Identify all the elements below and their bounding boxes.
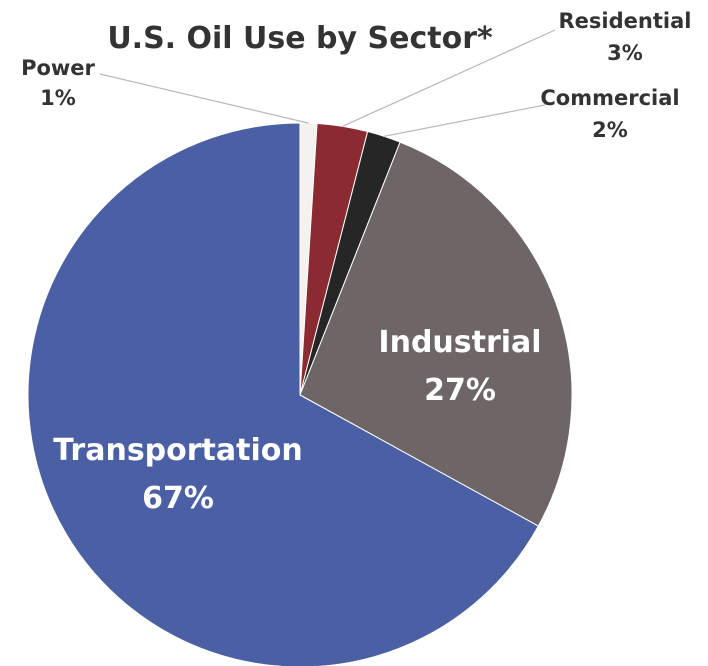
pie-slice-transportation	[27, 122, 540, 666]
chart-title: U.S. Oil Use by Sector*	[107, 21, 493, 56]
leader-lines	[99, 29, 556, 137]
slice-label-commercial: Commercial	[540, 86, 679, 110]
slice-label-industrial: Industrial	[378, 325, 541, 360]
slice-percent-industrial: 27%	[424, 373, 496, 408]
pie-slice-industrial	[299, 141, 573, 527]
slice-percent-residential: 3%	[607, 41, 643, 65]
slice-label-residential: Residential	[559, 9, 692, 33]
slice-percent-power: 1%	[40, 86, 76, 110]
slice-label-transportation: Transportation	[53, 433, 302, 468]
leader-line-commercial	[383, 104, 546, 137]
leader-line-residential	[342, 29, 556, 127]
slice-percent-transportation: 67%	[142, 481, 214, 516]
pie-slices	[27, 122, 573, 666]
slice-percent-commercial: 2%	[592, 118, 628, 142]
slice-label-power: Power	[21, 56, 95, 80]
slice-labels: Power 1% Residential 3% Commercial 2% Industri…	[21, 9, 691, 516]
leader-line-power	[99, 73, 309, 124]
